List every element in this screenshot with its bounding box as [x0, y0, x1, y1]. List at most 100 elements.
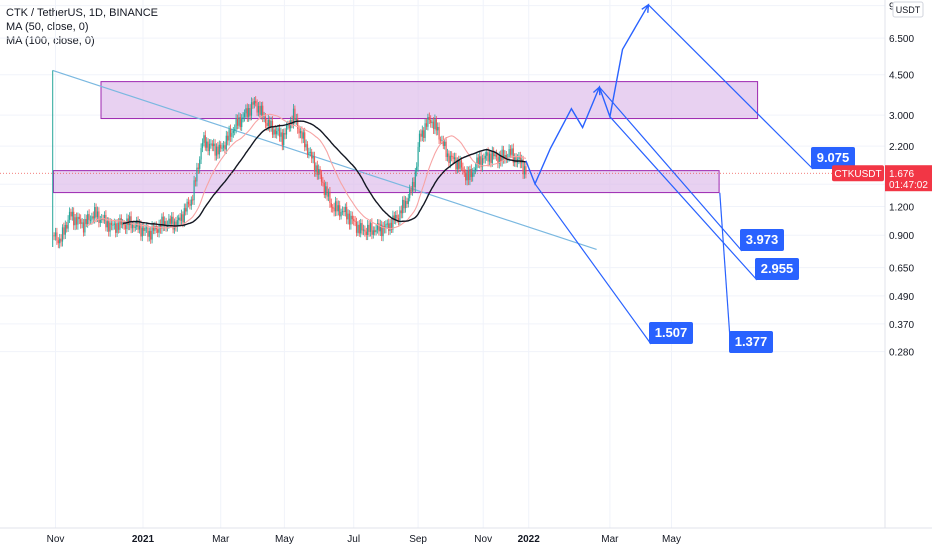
- candle-body: [309, 151, 311, 153]
- candle-body: [267, 119, 269, 126]
- callout-box[interactable]: [649, 322, 693, 344]
- candle-body: [466, 170, 468, 181]
- last-price-value: 1.676: [889, 169, 914, 180]
- callout-pointer: [647, 4, 814, 170]
- trendline[interactable]: [52, 69, 597, 251]
- candle-body: [98, 211, 100, 223]
- candle-body: [381, 224, 383, 237]
- candle-body: [213, 143, 215, 147]
- y-tick-label: 3.000: [889, 111, 914, 122]
- candle-body: [231, 132, 233, 137]
- callout-label[interactable]: 9.075: [817, 150, 850, 165]
- candle-body: [382, 225, 384, 237]
- candle-body: [273, 129, 275, 135]
- support-zone[interactable]: [52, 170, 720, 194]
- candle-body: [374, 230, 376, 233]
- candle-body: [82, 222, 85, 233]
- candle-body: [512, 148, 514, 163]
- candle-body: [94, 207, 96, 219]
- symbol-title[interactable]: CTK / TetherUS, 1D, BINANCE: [6, 7, 159, 19]
- candle-body: [197, 167, 199, 169]
- candle-body: [206, 141, 208, 148]
- candle-body: [183, 208, 185, 223]
- candle-body: [145, 227, 148, 229]
- candle-body: [239, 117, 241, 128]
- callout-label[interactable]: 1.507: [655, 325, 688, 340]
- currency-label[interactable]: USDT: [896, 5, 921, 15]
- candle-body: [413, 181, 415, 188]
- candle-body: [515, 157, 517, 163]
- candle-body: [136, 220, 138, 227]
- last-price-box[interactable]: [885, 165, 932, 192]
- candle-body: [194, 180, 197, 182]
- candle-body: [367, 224, 369, 235]
- candle-body: [385, 224, 387, 229]
- candle-body: [221, 147, 223, 149]
- candle-body: [480, 156, 482, 168]
- candle-body: [157, 229, 159, 233]
- ma100-line[interactable]: [122, 120, 526, 227]
- candle-body: [451, 155, 453, 157]
- candle-body: [318, 169, 320, 175]
- candle-body: [518, 155, 520, 160]
- candle-body: [162, 216, 164, 227]
- candle-body: [102, 218, 104, 221]
- candle-body: [285, 125, 288, 135]
- candle-body: [344, 206, 346, 213]
- candle-body: [256, 103, 258, 113]
- candle-body: [334, 201, 337, 212]
- candle-body: [63, 227, 65, 235]
- candle-body: [53, 235, 55, 237]
- candle-body: [151, 225, 153, 240]
- candle-body: [172, 216, 174, 230]
- currency-badge[interactable]: [892, 1, 924, 18]
- callout-box[interactable]: [811, 147, 855, 169]
- candle-body: [514, 157, 516, 163]
- callout-box[interactable]: [740, 229, 784, 251]
- candle-body: [392, 215, 394, 230]
- callout-label[interactable]: 3.973: [746, 232, 779, 247]
- callout-label[interactable]: 2.955: [761, 261, 794, 276]
- candle-body: [508, 149, 510, 158]
- candle-body: [147, 227, 149, 237]
- candle-body: [103, 214, 106, 221]
- candle-body: [229, 129, 232, 137]
- ma50-line[interactable]: [87, 113, 527, 230]
- candle-body: [199, 159, 201, 169]
- candle-body: [379, 224, 381, 232]
- candle-body: [171, 216, 173, 224]
- y-tick-label: 1.200: [889, 203, 914, 214]
- candle-body: [449, 155, 451, 164]
- candle-body: [477, 157, 479, 165]
- candle-body: [452, 156, 454, 160]
- candle-body: [270, 120, 272, 128]
- ma50-legend[interactable]: MA (50, close, 0): [6, 21, 89, 33]
- symbol-tag[interactable]: [832, 165, 884, 182]
- callout-box[interactable]: [729, 331, 773, 353]
- candle-body: [395, 215, 397, 221]
- candle-body: [488, 153, 491, 162]
- candle-body: [393, 215, 395, 221]
- candle-body: [71, 211, 73, 217]
- candle-body: [390, 222, 393, 230]
- x-tick-label: Sep: [409, 534, 427, 545]
- candle-body: [91, 216, 93, 220]
- candle-body: [179, 217, 181, 221]
- plot-area[interactable]: 1.507 1.377 3.973 2.955 9.075: [0, 0, 885, 528]
- y-tick-label: 6.500: [889, 34, 914, 45]
- candle-body: [504, 154, 506, 159]
- callout-label[interactable]: 1.377: [735, 334, 768, 349]
- candle-body: [490, 153, 492, 163]
- candle-body: [410, 189, 412, 192]
- y-tick-label: 0.900: [889, 231, 914, 242]
- projection-path[interactable]: [525, 4, 650, 186]
- callout-box[interactable]: [755, 258, 799, 280]
- y-tick-label: 2.200: [889, 142, 914, 153]
- candle-body: [168, 218, 170, 225]
- candle-body: [260, 105, 262, 115]
- resistance-zone[interactable]: [100, 81, 759, 120]
- candle-body: [312, 156, 314, 159]
- candle-body: [68, 211, 71, 220]
- candle-body: [502, 149, 505, 159]
